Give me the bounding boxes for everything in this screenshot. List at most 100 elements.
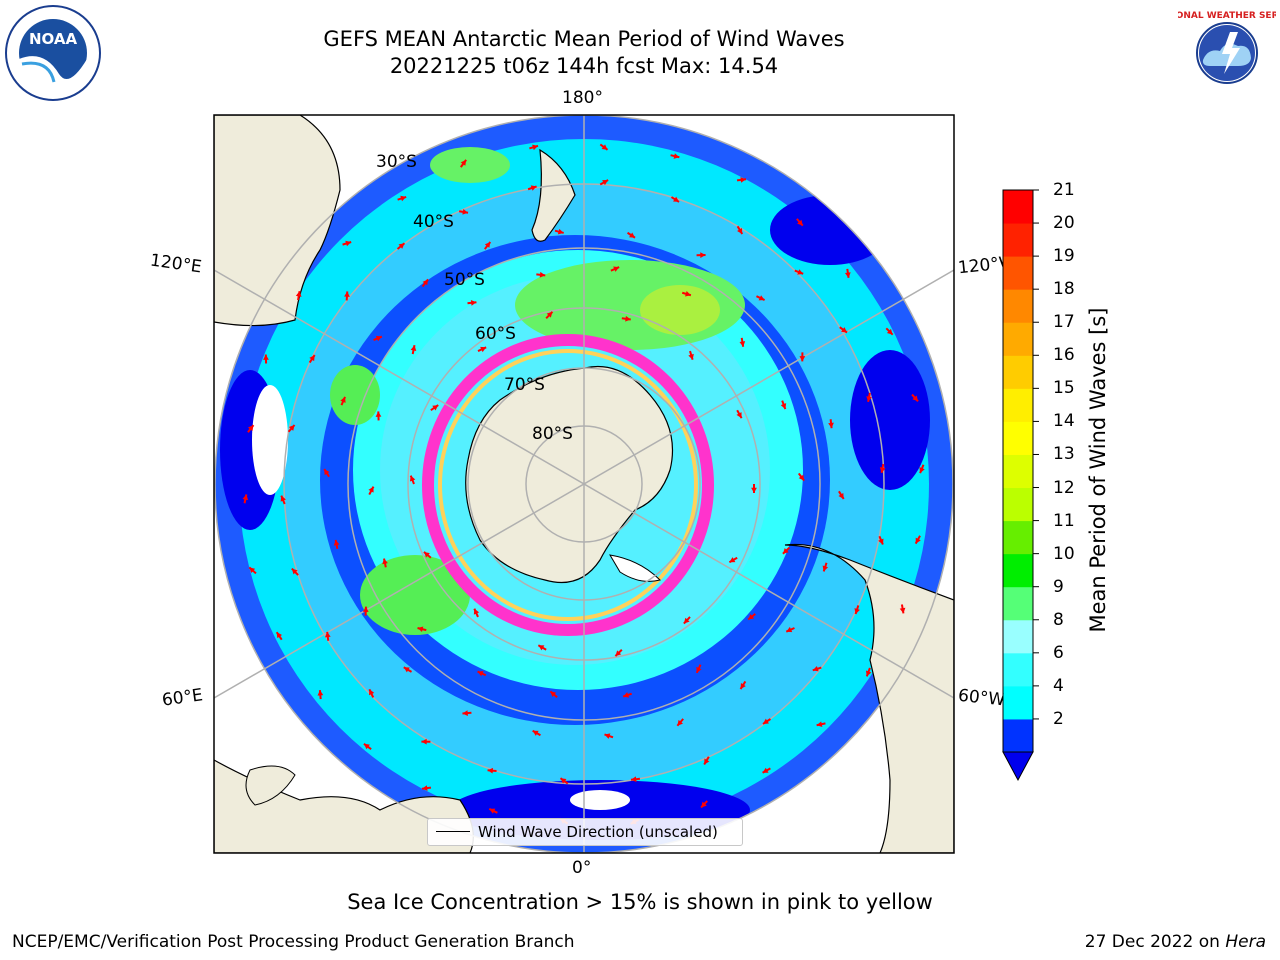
colorbar-tick-label: 19 [1053,246,1075,267]
colorbar-tick-label: 8 [1053,609,1064,630]
wind-arrow-head [673,153,680,159]
wind-arrow-head [421,738,427,745]
wind-arrow-head [625,315,631,322]
south-america-landmass [784,543,954,853]
wind-arrow-head [489,808,496,814]
footer-credit: NCEP/EMC/Verification Post Processing Pr… [12,932,575,952]
colorbar-tick-label: 13 [1053,444,1075,465]
wind-arrow-head [375,411,382,417]
wind-arrow-head [484,241,491,248]
chart-subtitle: 20221225 t06z 144h fcst Max: 14.54 [389,54,779,78]
wind-arrow-head [602,180,609,186]
wind-arrow-head [701,801,707,808]
wind-arrow-head [751,487,757,493]
colorbar-segment [1003,256,1033,290]
colorbar-tick-label: 6 [1053,642,1064,663]
wind-arrow-head [462,710,468,716]
wind-arrow-head [557,228,564,235]
wind-arrow-head [899,607,906,614]
wind-arrow-head [532,144,539,151]
colorbar-tick-label: 18 [1053,279,1075,300]
wind-arrow-head [838,492,844,499]
wind-arrow-head [324,631,331,638]
wind-arrow-head [700,252,706,258]
ocean-field [215,115,953,853]
wind-arrow-head [362,606,369,613]
wind-arrow-head [799,356,806,362]
wind-arrow-head [822,565,829,572]
colorbar-segment [1003,685,1033,720]
wind-arrow-head [878,538,884,545]
wind-arrow-head [460,159,467,166]
wind-arrow-head [688,353,694,360]
colorbar [1002,189,1039,782]
wind-arrow-head [613,266,620,272]
colorbar-label: Mean Period of Wind Waves [s] [1086,307,1110,633]
colorbar-tick-label: 21 [1053,180,1075,200]
wind-arrow-head [762,767,769,773]
wind-arrow-head [480,346,487,353]
colorbar-tick-label: 11 [1053,510,1075,531]
wind-arrow-head [403,667,410,673]
wind-arrow-head [288,425,295,431]
wind-arrow-head [324,469,330,476]
wind-arrow-head [538,645,545,651]
wind-arrow-head [276,632,283,639]
wind-arrow-head [919,467,925,474]
footer-date-text: 27 Dec 2022 on [1084,932,1226,952]
wind-arrow-head [844,272,851,278]
colorbar-segment [1003,454,1033,489]
lat-label-50s: 50°S [444,270,485,290]
wind-arrow-head [841,327,848,333]
wind-arrow-head [812,665,819,672]
wind-arrow-head [758,295,765,301]
wind-arrow-head [423,551,430,558]
wind-arrow-head [866,396,872,402]
colorbar-segment [1003,388,1033,422]
chart-title: GEFS MEAN Antarctic Mean Period of Wind … [323,27,845,51]
lat-label-30s: 30°S [376,152,417,172]
wind-arrow-head [629,232,636,238]
wind-arrow-head [247,425,254,432]
wind-arrow-head [280,495,286,502]
wind-arrow-head [462,208,469,215]
wind-arrow-head [249,567,256,574]
colorbar-tick-label: 4 [1053,675,1064,696]
svg-text:NATIONAL WEATHER SERVICE: NATIONAL WEATHER SERVICE [1178,11,1276,21]
wind-arrow-head [539,271,546,278]
colorbar-tick-label: 17 [1053,312,1075,333]
colorbar-tick-label: 16 [1053,345,1075,366]
wind-arrow-head [798,474,805,481]
colorbar-tick-label: 2 [1053,708,1064,729]
wind-arrow-head [369,689,375,696]
lat-label-70s: 70°S [504,375,545,395]
wind-arrow-head [382,558,388,565]
noaa-logo: NOAA [4,4,102,102]
wind-arrow-head [417,626,424,633]
wind-arrow-head [886,328,893,335]
wind-arrow-head [748,613,755,620]
colorbar-segment [1003,586,1033,621]
footer-host: Hera [1225,932,1266,952]
legend-line-sample [436,831,470,832]
wind-arrow-head [400,195,407,202]
wind-arrow-head [368,486,374,493]
wind-arrow-head [263,354,269,360]
colorbar-frame [1002,189,1034,753]
colorbar-tick-label: 10 [1053,543,1075,564]
wind-arrow-head [560,778,567,784]
wind-arrow-head [604,733,611,739]
wind-arrow-head [375,335,382,342]
wind-arrow-head [291,568,298,575]
wind-arrow-head [473,608,480,615]
colorbar-segment [1003,718,1033,753]
wind-arrow-head [739,341,746,347]
colorbar-segment [1003,619,1033,654]
wind-arrow-head [782,548,789,554]
wind-arrow-head [422,279,429,286]
wind-arrow-head [797,219,803,226]
colorbar-segment [1003,652,1033,687]
wind-arrow-head [786,626,793,633]
noaa-logo-text: NOAA [29,30,78,48]
